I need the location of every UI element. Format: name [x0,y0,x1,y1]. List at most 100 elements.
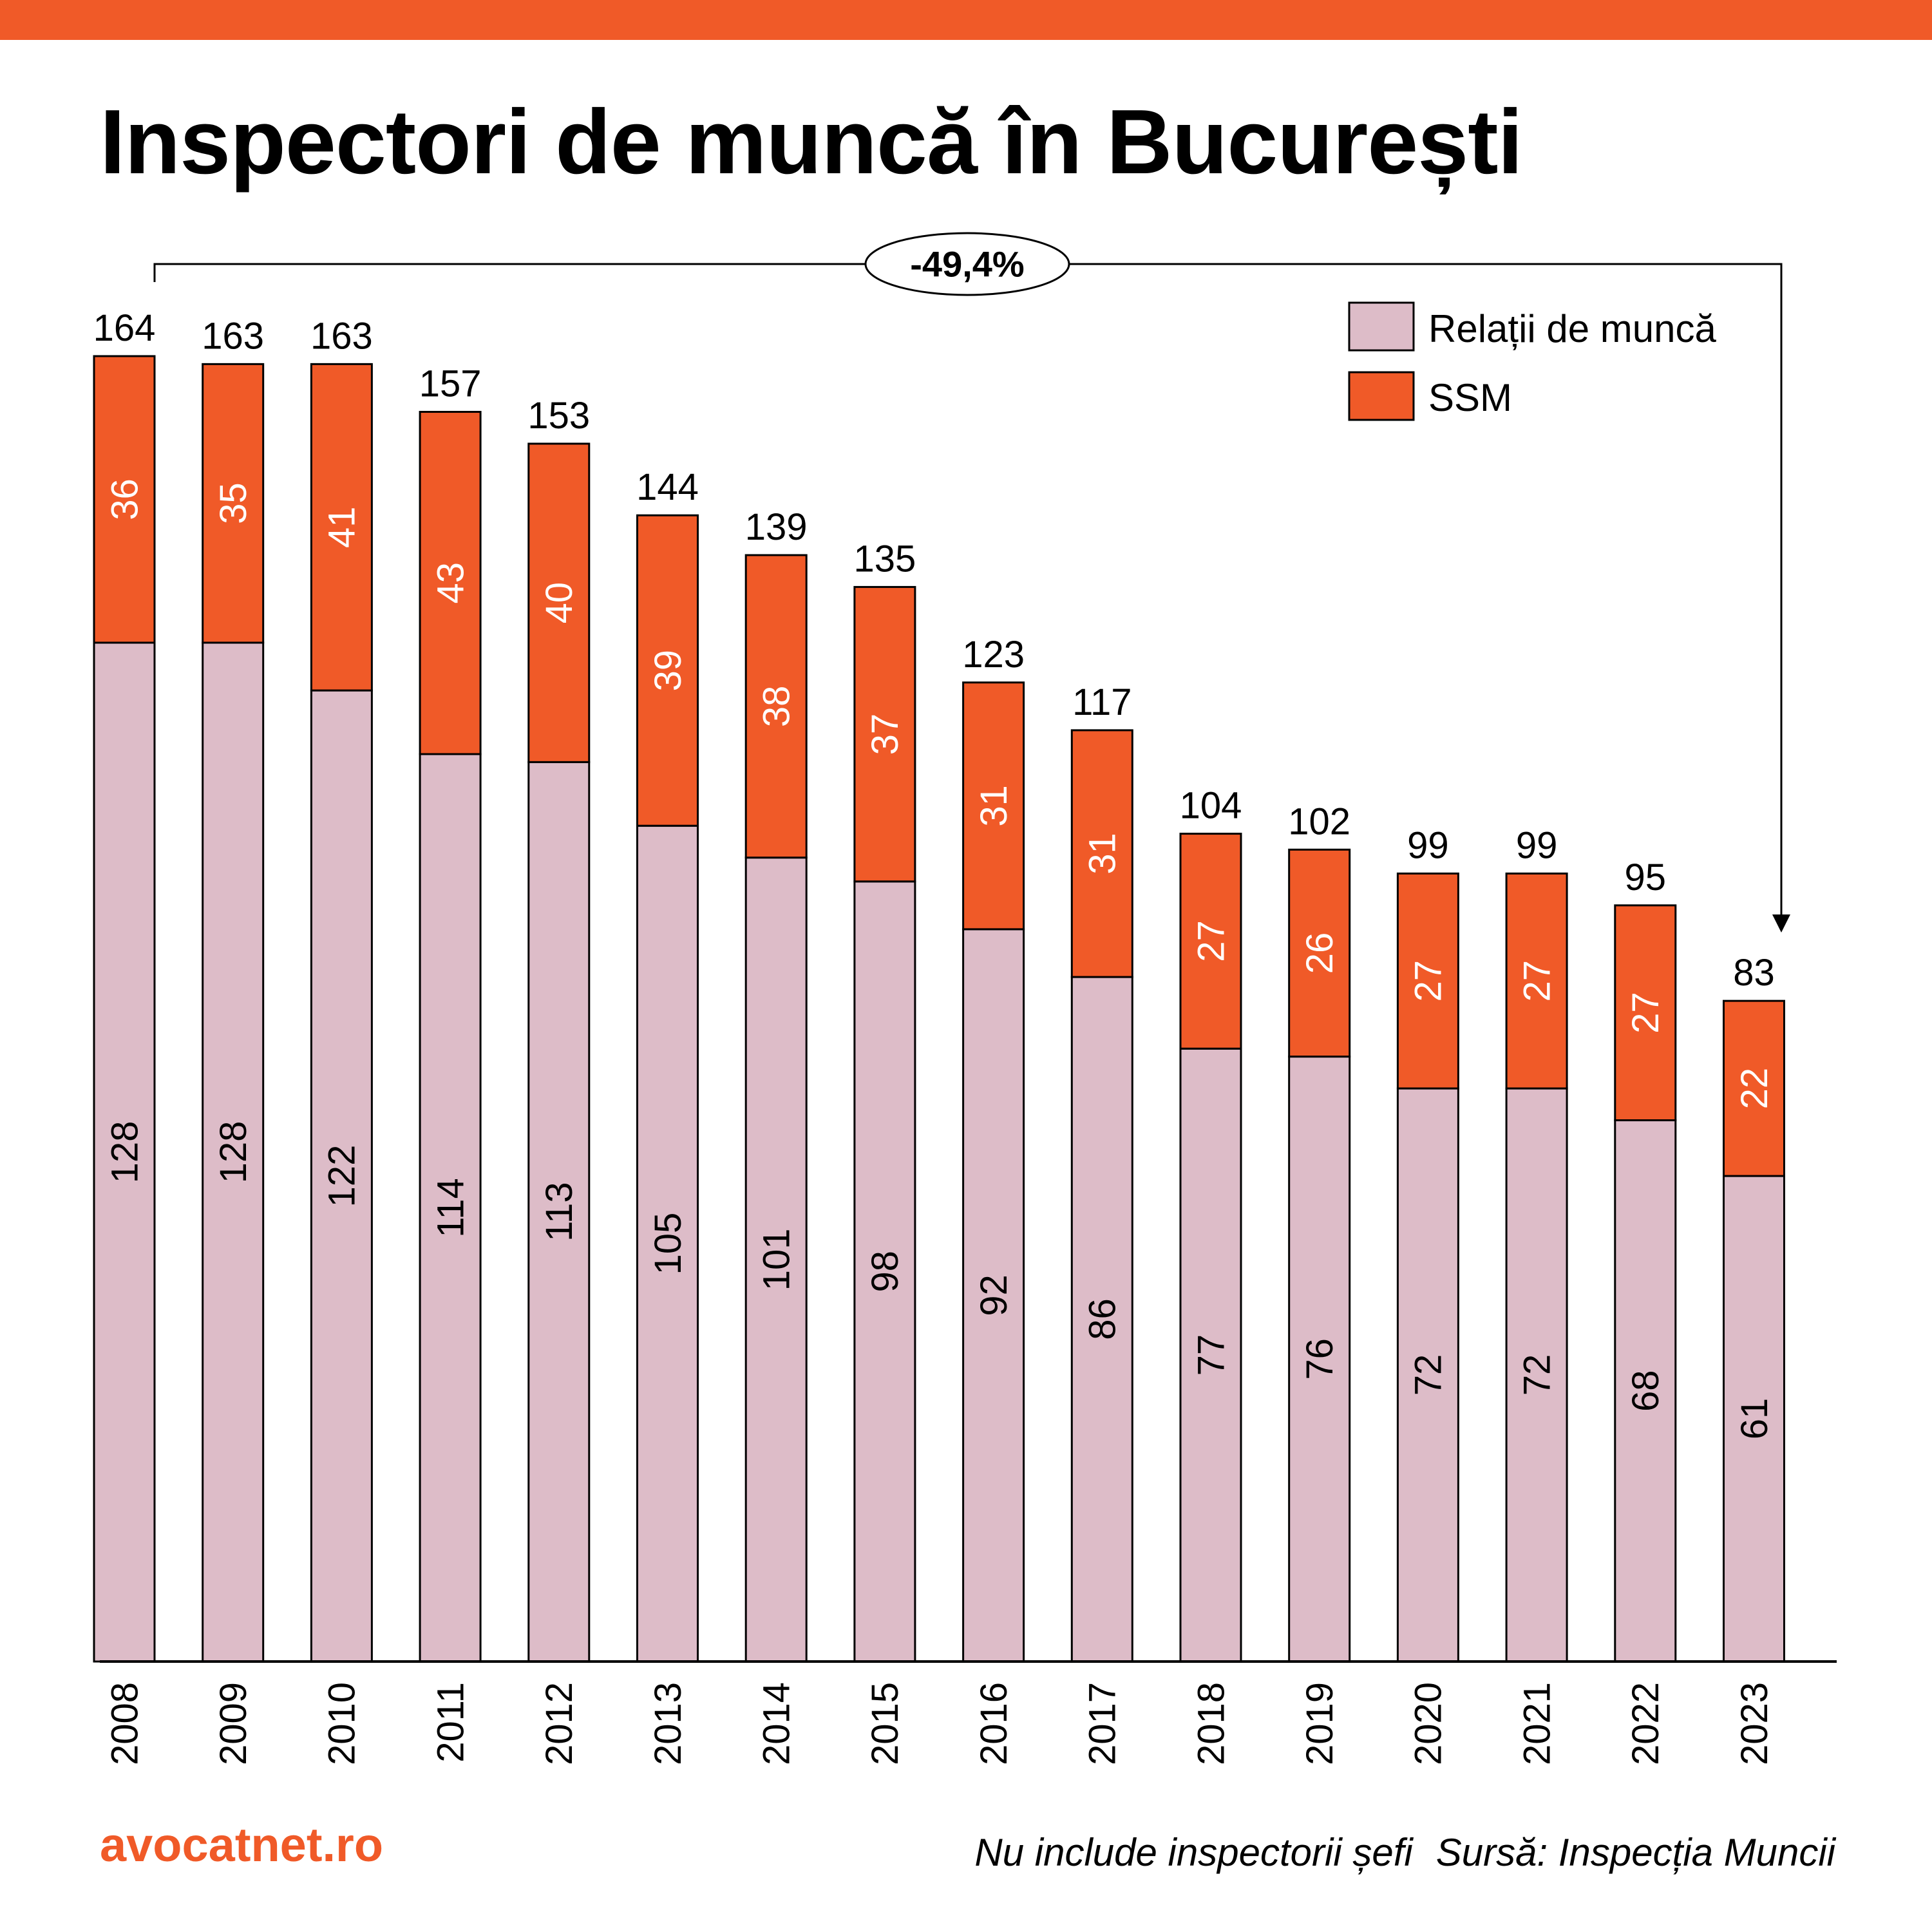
brand-logo-text: avocatnet.ro [100,1818,384,1871]
bar-relatii-2016 [962,928,1025,1663]
label-relatii-2009: 128 [213,1121,254,1184]
bar-ssm-2015 [853,585,916,883]
label-ssm-2015: 37 [864,714,906,755]
bar-ssm-2023 [1723,999,1785,1177]
top-accent-bar [0,0,1932,40]
label-relatii-2023: 61 [1734,1398,1776,1440]
total-label-2021: 99 [1516,824,1558,866]
change-label: -49,4% [910,244,1024,285]
change-ellipse [864,232,1070,296]
chart-title: Inspectori de muncă în București [100,91,1523,193]
x-tick-2017: 2017 [1082,1682,1124,1765]
total-label-2017: 117 [1072,681,1132,723]
arrow-head-icon [1772,914,1790,933]
bar-ssm-2008 [93,355,156,644]
label-ssm-2016: 31 [973,785,1015,827]
bar-ssm-2019 [1288,848,1351,1058]
change-bracket [153,263,1783,927]
bar-relatii-2011 [419,753,482,1663]
label-ssm-2014: 38 [756,686,798,728]
legend-label-relatii: Relații de muncă [1428,307,1717,350]
label-relatii-2015: 98 [864,1251,906,1293]
label-ssm-2008: 36 [104,478,146,520]
total-label-2019: 102 [1288,800,1350,842]
x-tick-2022: 2022 [1625,1682,1667,1765]
label-ssm-2019: 26 [1299,933,1341,974]
bar-ssm-2009 [202,363,265,644]
bar-relatii-2013 [636,824,699,1663]
x-tick-2018: 2018 [1190,1682,1232,1765]
total-label-2011: 157 [419,363,482,405]
bar-relatii-2010 [310,689,373,1663]
x-tick-2015: 2015 [864,1682,906,1765]
bar-relatii-2020 [1396,1087,1459,1663]
footer-notes: Nu include inspectorii șefi Sursă: Inspec… [974,1830,1835,1875]
x-tick-2020: 2020 [1408,1682,1450,1765]
total-label-2022: 95 [1625,857,1667,898]
bar-ssm-2022 [1614,904,1677,1122]
label-ssm-2017: 31 [1082,833,1124,875]
x-tick-2012: 2012 [538,1682,580,1765]
label-ssm-2011: 43 [430,562,471,604]
label-relatii-2022: 68 [1625,1370,1667,1412]
bar-relatii-2023 [1723,1175,1785,1663]
label-relatii-2018: 77 [1190,1334,1232,1376]
label-ssm-2022: 27 [1625,992,1667,1034]
label-ssm-2020: 27 [1408,960,1450,1002]
bar-ssm-2012 [527,442,591,763]
legend-swatch-ssm [1348,371,1415,421]
total-label-2014: 139 [745,506,808,548]
x-tick-2023: 2023 [1734,1682,1776,1765]
bar-relatii-2009 [202,641,265,1663]
total-label-2012: 153 [527,395,590,437]
bar-relatii-2017 [1070,976,1133,1663]
bar-relatii-2019 [1288,1056,1351,1663]
label-relatii-2008: 128 [104,1121,146,1184]
total-label-2015: 135 [854,538,916,580]
label-ssm-2023: 22 [1734,1068,1776,1110]
label-ssm-2012: 40 [538,582,580,624]
total-label-2023: 83 [1733,952,1775,994]
legend-label-ssm: SSM [1428,376,1512,419]
total-label-2008: 164 [93,307,156,349]
bar-ssm-2013 [636,514,699,827]
bar-ssm-2016 [962,681,1025,931]
label-relatii-2011: 114 [430,1178,471,1237]
label-ssm-2010: 41 [321,506,363,548]
label-relatii-2012: 113 [538,1182,580,1241]
x-tick-2009: 2009 [213,1682,254,1765]
x-tick-2013: 2013 [647,1682,689,1765]
bar-ssm-2011 [419,411,482,755]
bar-ssm-2014 [744,554,808,859]
bar-ssm-2020 [1396,872,1459,1090]
label-ssm-2013: 39 [647,650,689,692]
label-relatii-2013: 105 [647,1213,689,1275]
label-relatii-2016: 92 [973,1274,1015,1316]
x-tick-2016: 2016 [973,1682,1015,1765]
label-ssm-2021: 27 [1516,960,1558,1002]
x-tick-2019: 2019 [1299,1682,1341,1765]
x-tick-2014: 2014 [756,1682,798,1765]
label-relatii-2014: 101 [756,1228,798,1291]
total-label-2020: 99 [1407,824,1449,866]
label-ssm-2018: 27 [1190,920,1232,962]
footnote: Nu include inspectorii șefi [974,1831,1413,1874]
x-tick-2011: 2011 [430,1682,471,1763]
label-relatii-2020: 72 [1408,1354,1450,1396]
legend-swatch-relatii [1348,301,1415,352]
total-label-2018: 104 [1180,785,1242,827]
total-label-2009: 163 [202,315,264,357]
x-tick-2021: 2021 [1516,1682,1558,1765]
x-tick-2010: 2010 [321,1682,363,1765]
bar-relatii-2018 [1179,1047,1242,1663]
total-label-2013: 144 [636,466,699,508]
bar-ssm-2010 [310,363,373,692]
label-relatii-2019: 76 [1299,1338,1341,1380]
bar-relatii-2014 [744,857,808,1663]
x-tick-2008: 2008 [104,1682,146,1765]
label-relatii-2010: 122 [321,1145,363,1208]
legend: Relații de muncă SSM [1348,301,1717,421]
total-label-2010: 163 [310,315,373,357]
bar-relatii-2015 [853,880,916,1663]
